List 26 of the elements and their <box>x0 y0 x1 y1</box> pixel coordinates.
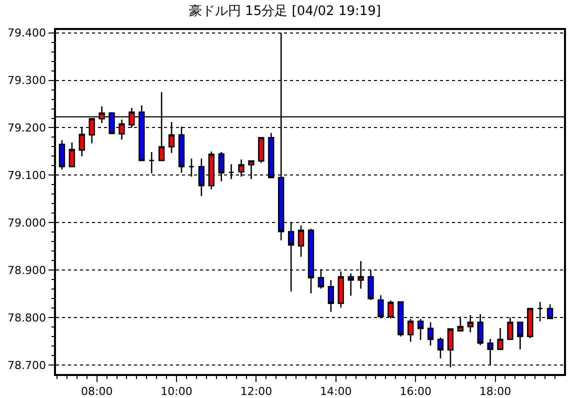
y-tick-label: 79.200 <box>8 122 46 135</box>
candlestick <box>258 137 264 164</box>
y-tick-label: 79.300 <box>8 74 46 88</box>
y-tick-label: 79.000 <box>8 216 46 230</box>
y-tick-label: 78.900 <box>8 264 46 277</box>
candlestick <box>417 318 424 340</box>
x-tick-label: 12:00 <box>240 384 272 398</box>
candlestick <box>427 322 434 346</box>
y-tick-label: 78.800 <box>8 311 46 324</box>
candlestick <box>68 142 76 168</box>
y-tick-label: 78.700 <box>8 358 46 372</box>
chart-title: 豪ドル円 15分足 [04/02 19:19] <box>188 4 382 20</box>
x-tick-label: 10:00 <box>160 384 192 398</box>
candlestick <box>328 279 334 312</box>
candlestick <box>517 322 524 350</box>
candlestick <box>437 336 444 359</box>
candlestick <box>497 327 504 350</box>
x-tick-label: 16:00 <box>400 384 432 398</box>
y-tick-label: 79.100 <box>8 169 46 182</box>
candlestick <box>348 272 354 296</box>
x-tick-label: 08:00 <box>80 384 113 398</box>
x-tick-label: 18:00 <box>479 384 512 398</box>
candlestick <box>58 139 66 170</box>
y-tick-label: 79.400 <box>8 26 46 40</box>
x-tick-label: 14:00 <box>320 384 352 398</box>
candlestick <box>298 224 304 258</box>
